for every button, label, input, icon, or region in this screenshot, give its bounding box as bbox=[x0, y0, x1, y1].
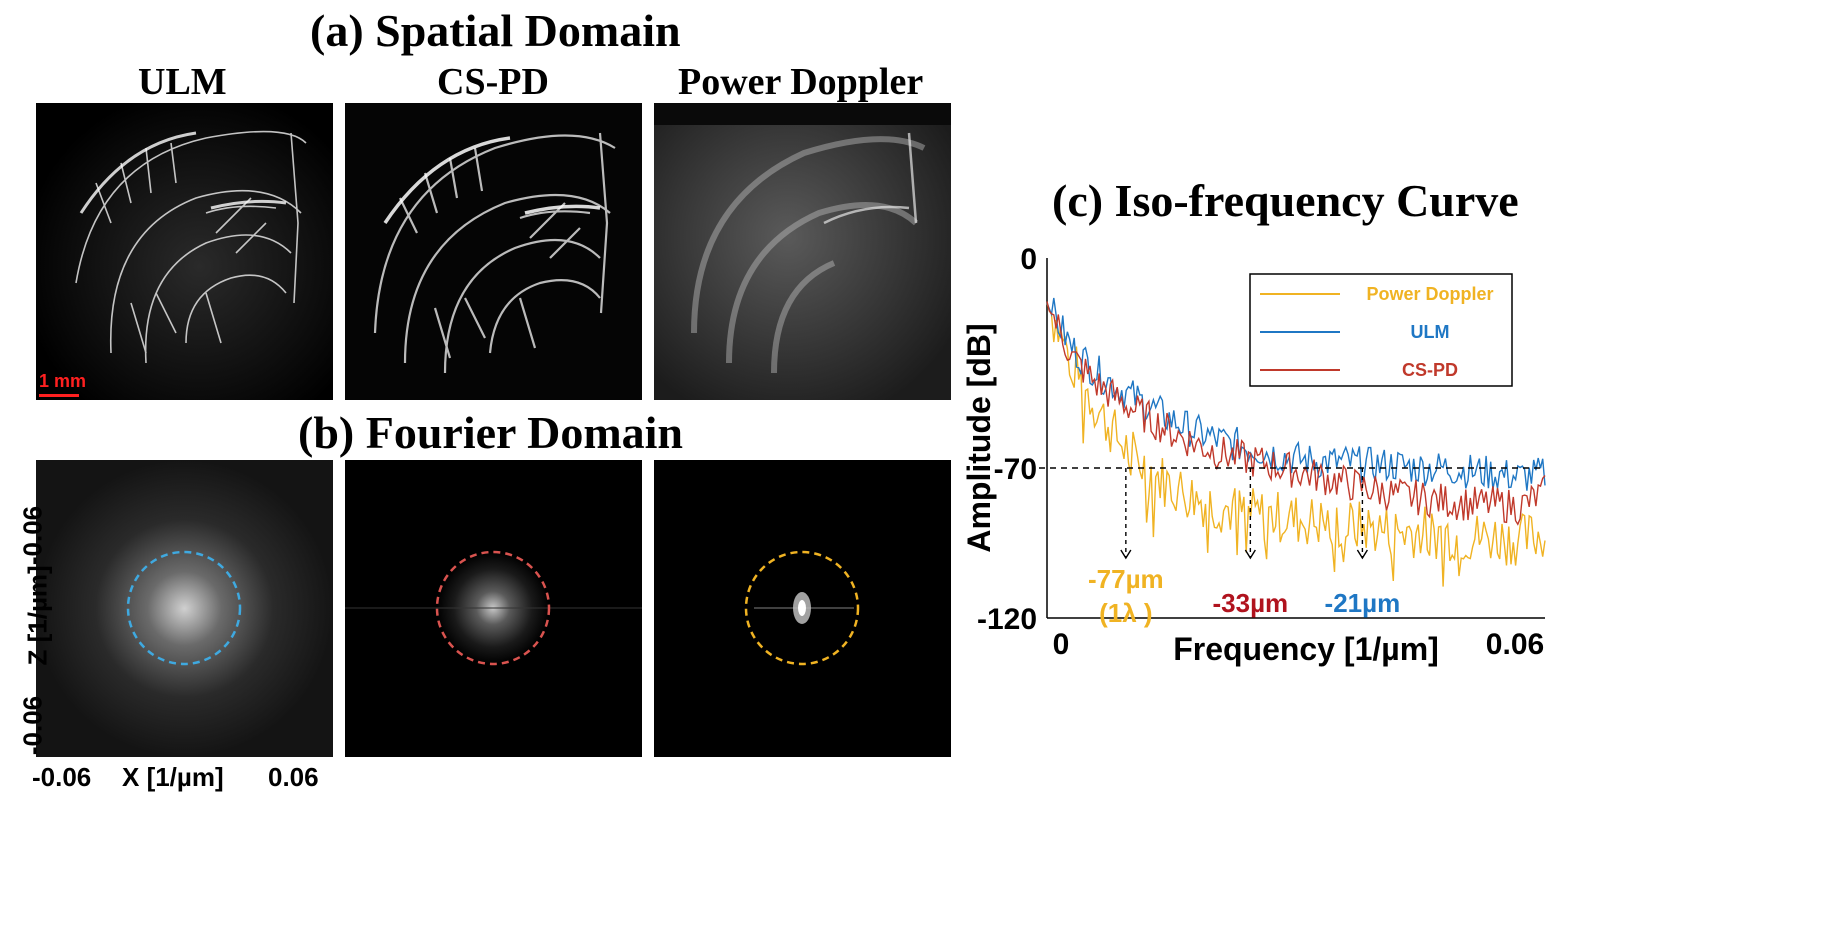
section-c-title: (c) Iso-frequency Curve bbox=[1052, 175, 1519, 226]
legend-label: CS-PD bbox=[1402, 360, 1458, 380]
annotation-arrow-head bbox=[1244, 549, 1256, 560]
annotation-arrow-head bbox=[1356, 549, 1368, 560]
iso-frequency-chart: 0 -70 -120 0 0.06 Frequency [1/µm] Amplitude [… bbox=[961, 243, 1546, 667]
scale-bar bbox=[39, 394, 79, 397]
x-axis-label: Frequency [1/µm] bbox=[1173, 631, 1439, 667]
legend-label: Power Doppler bbox=[1366, 284, 1493, 304]
legend-label: ULM bbox=[1411, 322, 1450, 342]
annotation-label: -21µm bbox=[1325, 588, 1401, 618]
section-b-title: (b) Fourier Domain bbox=[298, 407, 684, 458]
annotation-label: -33µm bbox=[1213, 588, 1289, 618]
legend-box bbox=[1249, 273, 1513, 387]
fourier-y-label-text: Z [1/µm] bbox=[22, 565, 53, 666]
panel-title-power-doppler: Power Doppler bbox=[678, 61, 924, 103]
scale-bar-label: 1 mm bbox=[39, 371, 87, 391]
y-tick-label: 0 bbox=[1020, 243, 1037, 276]
x-tick-label: 0.06 bbox=[1486, 628, 1544, 661]
fourier-y-top-tick: -0.06 bbox=[18, 501, 49, 571]
panel-title-cspd: CS-PD bbox=[437, 61, 549, 103]
annotation-label: -77µm bbox=[1088, 564, 1164, 594]
fourier-y-bottom-tick-text: -0.06 bbox=[17, 695, 48, 756]
fourier-x-min-tick: -0.06 bbox=[32, 762, 92, 792]
fourier-y-top-tick-text: -0.06 bbox=[17, 505, 48, 566]
power-doppler-spatial-image bbox=[654, 103, 951, 400]
annotation-label-sub: (1λ ) bbox=[1099, 598, 1152, 628]
y-tick-label: -70 bbox=[994, 453, 1037, 486]
ulm-fourier-image bbox=[36, 460, 333, 757]
series-line-power-doppler bbox=[1046, 302, 1546, 587]
y-tick-label: -120 bbox=[977, 603, 1037, 636]
series-line-ulm bbox=[1046, 297, 1546, 491]
section-a-title: (a) Spatial Domain bbox=[310, 5, 681, 56]
fourier-x-max-tick: 0.06 bbox=[268, 762, 319, 792]
ulm-spatial-image: 1 mm bbox=[36, 103, 333, 400]
y-axis-label: Amplitude [dB] bbox=[961, 323, 997, 552]
power-doppler-fourier-image bbox=[654, 460, 951, 757]
cspd-fourier-image bbox=[345, 460, 642, 757]
fourier-x-label: X [1/µm] bbox=[122, 762, 224, 792]
series-line-cs-pd bbox=[1046, 301, 1546, 526]
x-tick-label: 0 bbox=[1053, 628, 1070, 661]
panel-title-ulm: ULM bbox=[138, 61, 227, 103]
fourier-y-bottom-tick: -0.06 bbox=[18, 691, 49, 761]
annotation-arrow-head bbox=[1120, 549, 1132, 560]
fourier-y-label: Z [1/µm] bbox=[22, 565, 54, 666]
cspd-spatial-image bbox=[345, 103, 642, 400]
